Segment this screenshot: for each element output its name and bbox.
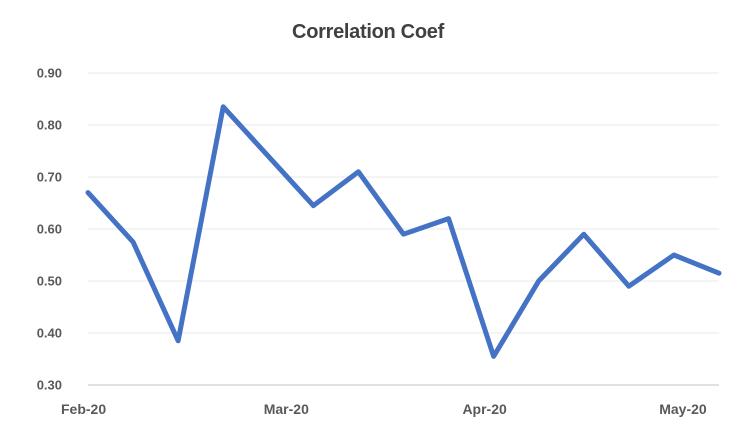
x-axis-tick-label: Mar-20 [264,401,309,417]
y-axis-tick-label: 0.80 [37,118,62,133]
y-axis-tick-label: 0.30 [37,378,62,393]
y-axis-tick-label: 0.40 [37,326,62,341]
y-axis-tick-label: 0.60 [37,222,62,237]
data-series-line [85,104,722,359]
y-axis-tick-label: 0.70 [37,170,62,185]
x-axis-tick-label: May-20 [659,401,707,417]
y-axis-tick-label: 0.90 [37,66,62,81]
chart-title: Correlation Coef [292,21,444,43]
y-axis-tick-label: 0.50 [37,274,62,289]
x-axis-tick-label: Apr-20 [462,401,507,417]
x-axis-tick-label: Feb-20 [61,401,106,417]
